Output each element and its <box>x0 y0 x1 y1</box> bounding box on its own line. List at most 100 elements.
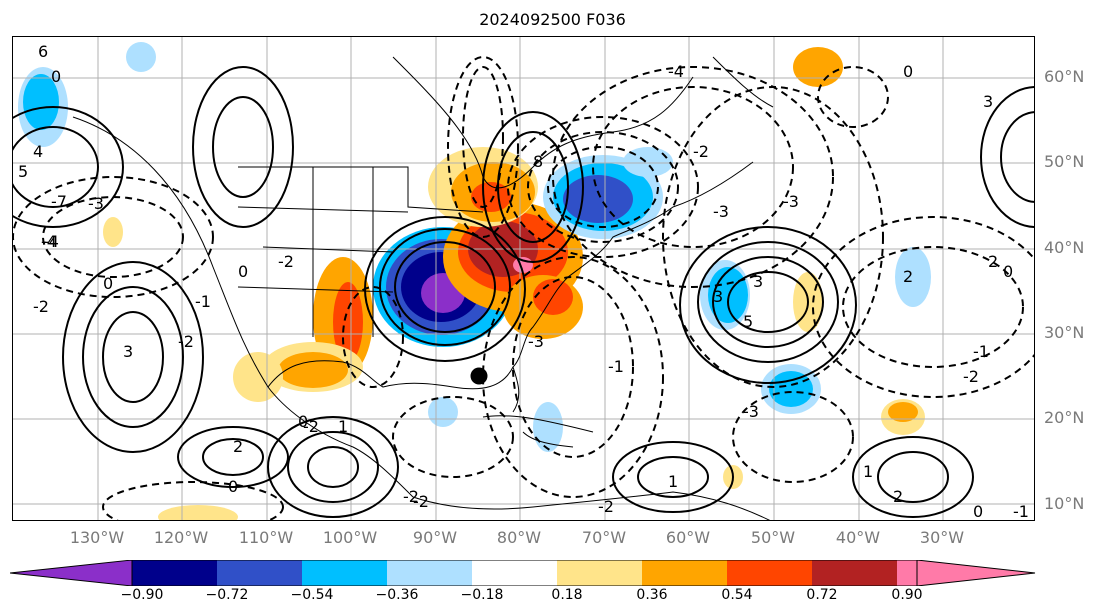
contour-label: 6 <box>38 42 48 61</box>
contour-label: 0 <box>973 502 983 521</box>
positive-anomaly-region <box>278 352 348 388</box>
positive-anomaly-region <box>333 282 363 362</box>
colorbar-bin <box>642 560 727 586</box>
positive-anomaly-region <box>888 402 918 422</box>
contour-label: 2 <box>988 252 998 271</box>
contour-label: -2 <box>278 252 294 271</box>
colorbar-bin <box>472 560 557 586</box>
colorbar-tick-label: −0.72 <box>205 587 249 603</box>
colorbar-tick-label: 0.72 <box>806 587 838 603</box>
contour-label: -3 <box>743 402 759 421</box>
contour-label: -4 <box>43 232 59 251</box>
contour-label: -2 <box>33 297 49 316</box>
negative-anomaly-region <box>428 397 458 427</box>
contour-label: -2 <box>693 142 709 161</box>
colorbar-tick-label: 0.54 <box>721 587 753 603</box>
contour-label: 0 <box>51 67 61 86</box>
contour-label: -2 <box>403 487 419 506</box>
negative-anomaly-region <box>533 402 563 452</box>
contour-label: 0 <box>228 477 238 496</box>
contour-label: 3 <box>123 342 133 361</box>
contour-label: -2 <box>598 497 614 516</box>
negative-anomaly-region <box>895 247 931 307</box>
colorbar-bin <box>302 560 387 586</box>
lon-label: 90°W <box>412 528 458 547</box>
contour-label: -4 <box>41 232 57 251</box>
map-panel: 6 0 4 -4 5 -7 -3 -4 -2 0 3 -2 0 -2 2 1 0… <box>12 36 1035 521</box>
lon-label: 110°W <box>238 528 294 547</box>
lat-lon-grid <box>13 37 1034 520</box>
contour-label: 0 <box>103 274 113 293</box>
colorbar-tick-label: −0.36 <box>375 587 419 603</box>
colorbar <box>10 560 1036 586</box>
lon-label: 130°W <box>69 528 125 547</box>
contour-label-layer: 6 0 4 -4 5 -7 -3 -4 -2 0 3 -2 0 -2 2 1 0… <box>18 42 1029 521</box>
map-title: 2024092500 F036 <box>479 10 626 29</box>
contour-label: 1 <box>338 417 348 436</box>
lon-label: 40°W <box>835 528 881 547</box>
positive-anomaly-region <box>233 352 283 402</box>
colorbar-extend-low <box>10 560 133 586</box>
colorbar-bin <box>217 560 302 586</box>
colorbar-tick-label: 0.90 <box>891 587 923 603</box>
lon-label: 60°W <box>665 528 711 547</box>
colorbar-tick-label: 0.36 <box>636 587 668 603</box>
colorbar-tick-label: 0.18 <box>551 587 583 603</box>
colorbar-tick-label: −0.90 <box>120 587 164 603</box>
contour-label: -3 <box>88 194 104 213</box>
map-canvas: 6 0 4 -4 5 -7 -3 -4 -2 0 3 -2 0 -2 2 1 0… <box>13 37 1034 521</box>
contour-label: 1 <box>863 462 873 481</box>
contour-label: 5 <box>743 312 753 331</box>
contour-label: -3 <box>783 192 799 211</box>
contour-label: 0 <box>1003 262 1013 281</box>
contour-label: 2 <box>903 267 913 286</box>
contour-label: 0 <box>238 262 248 281</box>
colorbar-bin <box>557 560 642 586</box>
lon-label: 100°W <box>322 528 378 547</box>
contour-label: -2 <box>413 492 429 511</box>
negative-anomaly-region <box>769 371 813 407</box>
contour-label: 4 <box>33 142 43 161</box>
contour-label: 0 <box>903 62 913 81</box>
shaded-anomaly-layer <box>18 42 931 520</box>
contour-label: 2 <box>233 437 243 456</box>
contour-label: -2 <box>963 367 979 386</box>
contour-label: -1 <box>608 357 624 376</box>
colorbar-bin <box>727 560 812 586</box>
lat-label: 30°N <box>1044 323 1085 342</box>
lat-label: 10°N <box>1044 494 1085 513</box>
positive-anomaly-region <box>793 47 843 87</box>
coastline-layer <box>72 56 774 520</box>
lat-label: 50°N <box>1044 152 1085 171</box>
colorbar-extend-high <box>916 560 1036 586</box>
colorbar-bin <box>897 560 917 586</box>
solid-contour-layer <box>13 66 1034 518</box>
lon-label: 80°W <box>496 528 542 547</box>
contour-label: -2 <box>178 332 194 351</box>
contour-label: 0 <box>298 412 308 431</box>
contour-label: 3 <box>713 287 723 306</box>
contour-label: -1 <box>1013 502 1029 521</box>
storm-center-dot <box>470 367 488 385</box>
contour-label: -1 <box>973 342 989 361</box>
contour-label: -2 <box>303 417 319 436</box>
contour-label: 1 <box>668 472 678 491</box>
negative-anomaly-region <box>563 175 633 223</box>
colorbar-bin <box>387 560 472 586</box>
negative-anomaly-region <box>126 42 156 72</box>
contour-label: -7 <box>51 192 67 211</box>
colorbar-tick-label: −0.54 <box>290 587 334 603</box>
positive-anomaly-region <box>158 505 238 520</box>
contour-label: -3 <box>528 332 544 351</box>
contour-label: 8 <box>533 152 543 171</box>
contour-label: 3 <box>753 272 763 291</box>
lon-label: 30°W <box>919 528 965 547</box>
dashed-contour-layer <box>13 56 1034 520</box>
lat-label: 60°N <box>1044 67 1085 86</box>
contour-label: 3 <box>983 92 993 111</box>
contour-label: -4 <box>668 62 684 81</box>
lat-label: 20°N <box>1044 408 1085 427</box>
colorbar-tick-label: −0.18 <box>460 587 504 603</box>
lon-label: 120°W <box>153 528 209 547</box>
negative-anomaly-region <box>23 74 59 130</box>
